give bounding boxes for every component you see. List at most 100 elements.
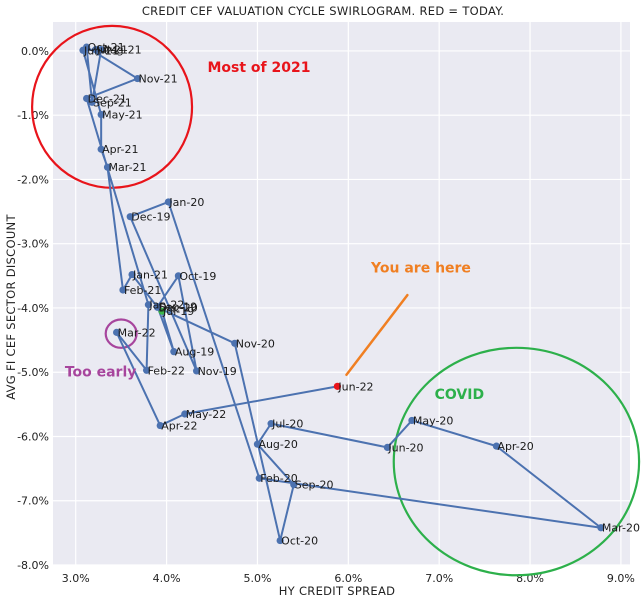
point-label: Apr-22 (161, 420, 197, 433)
annotation-text: You are here (370, 261, 471, 277)
point-label: Aug-21 (102, 44, 141, 57)
data-point-jun-20 (383, 443, 391, 452)
data-point-sep-21 (88, 98, 96, 106)
point-label: Feb-22 (148, 364, 185, 377)
data-point-apr-21 (97, 145, 105, 153)
data-point-feb-22 (142, 366, 151, 374)
x-axis-label: HY CREDIT SPREAD (279, 584, 396, 598)
series-path-line (81, 46, 602, 542)
highlight-circle-most-of-2021 (31, 24, 194, 189)
you-are-here-arrow (345, 293, 409, 377)
data-point-jan-21 (128, 270, 136, 279)
point-label: Jul-20 (271, 418, 303, 431)
annotation-text: Most of 2021 (207, 60, 310, 76)
grid (53, 22, 630, 566)
point-label: Jan-20 (168, 196, 204, 209)
data-point-jul-21 (92, 46, 100, 54)
x-tick-label: 5.0% (243, 572, 271, 585)
point-label: Oct-20 (281, 535, 318, 548)
point-label: Jun-21 (83, 44, 119, 57)
data-point-jul-20 (267, 420, 275, 428)
point-label: Mar-20 (602, 522, 640, 535)
y-axis-label: AVG FI CEF SECTOR DISCOUNT (4, 214, 18, 400)
x-tick-label: 3.0% (62, 572, 90, 585)
point-label: Nov-21 (139, 73, 178, 86)
highlight-circle-too-early (104, 318, 138, 349)
point-label: Mar-21 (109, 161, 147, 174)
data-point-mar-22 (113, 328, 121, 336)
x-tick-label: 6.0% (334, 572, 362, 585)
data-point-may-20 (408, 416, 416, 425)
point-label: Feb-21 (124, 284, 161, 297)
point-label: Jul-19 (162, 305, 194, 318)
data-point-nov-21 (133, 74, 142, 83)
point-labels: Jul-19 Aug-19 Sep-19 Oct-19 Nov-19 Dec-19 Jan-… (83, 41, 640, 548)
annotation-text: Too early (65, 365, 137, 381)
point-label: Dec-19 (131, 211, 170, 224)
y-tick-label: -2.0% (17, 173, 49, 186)
point-label: Sep-20 (295, 479, 334, 492)
data-point-feb-20 (255, 474, 263, 482)
data-point-mar-20 (597, 524, 605, 532)
data-point-may-21 (97, 110, 105, 119)
point-label: Sep-21 (93, 96, 132, 109)
point-label: Feb-20 (260, 472, 297, 485)
data-point-jan-20 (164, 198, 172, 206)
data-point-nov-20 (231, 339, 239, 347)
point-label: Nov-19 (198, 365, 237, 378)
point-label: Aug-20 (258, 438, 297, 451)
point-label: Sep-19 (158, 301, 197, 314)
data-point-oct-21 (83, 43, 91, 51)
y-tick-label: -8.0% (17, 559, 49, 572)
point-label: Apr-20 (497, 440, 533, 453)
x-tick-label: 4.0% (153, 572, 181, 585)
highlight-circles (31, 24, 641, 577)
data-point-dec-19 (126, 213, 134, 221)
point-label: May-21 (102, 109, 143, 122)
data-point-dec-20 (153, 303, 162, 311)
point-label: Oct-21 (88, 41, 125, 54)
data-point-sep-20 (290, 481, 298, 489)
y-tick-label: -7.0% (17, 495, 49, 508)
point-label: May-22 (186, 408, 227, 421)
point-label: Nov-20 (236, 337, 275, 350)
point-label: Dec-20 (158, 301, 197, 314)
annotation-text: COVID (435, 387, 484, 403)
point-label: Mar-22 (118, 326, 156, 339)
data-point-aug-21 (97, 46, 105, 54)
highlight-circle-covid (392, 346, 641, 577)
data-point-feb-21 (119, 286, 127, 294)
data-point-oct-20 (276, 536, 284, 545)
path-lines (81, 46, 602, 542)
x-tick-label: 7.0% (425, 572, 453, 585)
x-tick-label: 9.0% (607, 572, 635, 585)
axis-ticks: 3.0% 4.0% 5.0% 6.0% 7.0% 8.0% 9.0%0.0%-1.0%-2.… (17, 45, 635, 585)
point-label: Jun-20 (387, 441, 423, 454)
point-label: Jun-22 (337, 380, 373, 393)
point-label: Jan-22 (148, 299, 184, 312)
data-point-aug-19 (170, 348, 178, 356)
point-label: Dec-21 (88, 92, 127, 105)
path-points (79, 43, 605, 545)
data-point-may-22 (181, 410, 189, 418)
y-tick-label: -3.0% (17, 238, 49, 251)
annotations: Most of 2021 You are here Too early COVID (65, 60, 484, 403)
point-label: Apr-21 (102, 143, 138, 156)
data-point-aug-20 (253, 440, 262, 448)
y-tick-label: -5.0% (17, 366, 49, 379)
y-tick-label: -4.0% (17, 302, 49, 315)
data-point-oct-19 (174, 272, 182, 280)
data-point-jun-22 (333, 382, 342, 390)
data-point-apr-22 (156, 421, 164, 430)
data-point-nov-19 (192, 367, 201, 375)
data-point-apr-20 (492, 442, 501, 450)
y-tick-label: -6.0% (17, 430, 49, 443)
point-label: May-20 (413, 414, 454, 427)
chart-title: CREDIT CEF VALUATION CYCLE SWIRLOGRAM. R… (142, 4, 504, 18)
point-label: Aug-19 (175, 346, 214, 359)
point-label: Jul-21 (96, 44, 128, 57)
y-tick-label: 0.0% (21, 45, 49, 58)
data-point-dec-21 (83, 94, 91, 103)
data-point-jan-22 (144, 301, 153, 309)
